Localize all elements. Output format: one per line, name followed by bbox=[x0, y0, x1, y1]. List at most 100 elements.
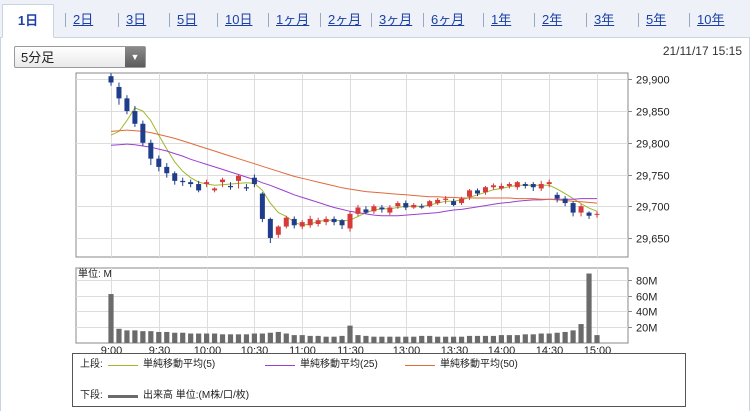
y-tick-label: 29,700 bbox=[636, 202, 670, 214]
legend-ma50-swatch bbox=[405, 365, 435, 366]
volume-bar bbox=[395, 336, 401, 343]
tab-4[interactable]: 5日 bbox=[177, 12, 198, 27]
volume-bar bbox=[530, 334, 536, 343]
candle-body bbox=[355, 207, 361, 214]
x-tick-label: 13:30 bbox=[441, 345, 469, 357]
volume-bar bbox=[570, 330, 576, 343]
volume-bar bbox=[219, 334, 226, 343]
legend-lower-label: 下段: bbox=[80, 390, 103, 401]
tab-3[interactable]: 3日 bbox=[126, 12, 147, 27]
volume-bar bbox=[387, 336, 393, 343]
legend-ma25-swatch bbox=[265, 365, 295, 366]
candle-body bbox=[156, 158, 162, 167]
candle-body bbox=[259, 193, 265, 219]
volume-bar bbox=[331, 336, 337, 343]
x-tick-label: 13:00 bbox=[393, 345, 421, 357]
chevron-down-icon[interactable]: ▼ bbox=[125, 47, 145, 67]
volume-bar bbox=[498, 335, 504, 343]
tab-12[interactable]: 3年 bbox=[594, 12, 615, 27]
candle-body bbox=[411, 204, 417, 208]
tab-separator bbox=[320, 13, 321, 27]
candle-body bbox=[164, 166, 170, 174]
x-tick-label: 11:30 bbox=[337, 345, 364, 357]
volume-bar bbox=[482, 335, 489, 343]
candle-body bbox=[578, 206, 584, 213]
tab-9[interactable]: 6ヶ月 bbox=[431, 12, 465, 27]
tab-14[interactable]: 10年 bbox=[697, 12, 725, 27]
tab-8[interactable]: 3ヶ月 bbox=[379, 12, 413, 27]
candle-body bbox=[586, 212, 592, 216]
tab-separator bbox=[534, 13, 535, 27]
candle-body bbox=[474, 190, 480, 194]
volume-bar bbox=[172, 332, 178, 343]
candle-body bbox=[490, 185, 496, 188]
tab-13[interactable]: 5年 bbox=[646, 12, 667, 27]
candle-body bbox=[530, 184, 536, 188]
x-tick-label: 14:00 bbox=[488, 345, 516, 357]
candle-body bbox=[243, 187, 249, 189]
volume-bar bbox=[259, 333, 265, 343]
interval-select[interactable]: 5分足 ▼ bbox=[14, 46, 146, 68]
volume-bar bbox=[315, 335, 321, 343]
candle-body bbox=[498, 185, 504, 189]
candle-body bbox=[395, 203, 401, 207]
candle-body bbox=[379, 207, 385, 210]
candle-body bbox=[275, 226, 281, 235]
tab-separator bbox=[689, 13, 690, 27]
candle-body bbox=[562, 198, 568, 204]
x-tick-label: 15:00 bbox=[584, 345, 612, 357]
volume-bar bbox=[514, 335, 520, 343]
candle-body bbox=[467, 190, 473, 197]
volume-bar bbox=[227, 334, 234, 343]
legend-lower: 下段: 出来高 単位:(M株/口/枚) bbox=[73, 389, 685, 403]
tab-separator bbox=[217, 13, 218, 27]
candle-body bbox=[363, 209, 369, 213]
y-tick-label: 29,850 bbox=[636, 107, 670, 119]
candle-body bbox=[546, 182, 552, 185]
candle-body bbox=[267, 218, 273, 238]
volume-bar bbox=[538, 333, 544, 343]
candle-body bbox=[172, 173, 178, 181]
candle-body bbox=[180, 180, 186, 183]
tab-separator bbox=[638, 13, 639, 27]
x-tick-label: 11:00 bbox=[289, 345, 316, 357]
candle-body bbox=[212, 188, 218, 191]
candle-body bbox=[514, 182, 520, 188]
candle-body bbox=[435, 199, 441, 204]
tab-7[interactable]: 2ヶ月 bbox=[328, 12, 362, 27]
legend-upper-label: 上段: bbox=[80, 359, 103, 370]
volume-bar bbox=[435, 336, 441, 343]
tab-6[interactable]: 1ヶ月 bbox=[276, 12, 310, 27]
tab-separator bbox=[371, 13, 372, 27]
candle-body bbox=[554, 194, 560, 199]
candle-body bbox=[403, 203, 409, 208]
candle-body bbox=[307, 218, 313, 226]
candle-body bbox=[427, 201, 433, 207]
ma-line bbox=[110, 129, 598, 204]
legend: 上段: 単純移動平均(5) 単純移動平均(25) 単純移動平均(50) 下段: … bbox=[72, 353, 686, 407]
volume-bar bbox=[251, 333, 258, 343]
legend-upper: 上段: 単純移動平均(5) 単純移動平均(25) 単純移動平均(50) bbox=[73, 358, 685, 372]
tab-10[interactable]: 1年 bbox=[491, 12, 512, 27]
tab-separator bbox=[483, 13, 484, 27]
volume-bar bbox=[148, 331, 154, 343]
volume-bar bbox=[403, 336, 409, 343]
candle-body bbox=[315, 220, 321, 225]
volume-bar bbox=[164, 331, 170, 343]
x-tick-label: 9:30 bbox=[149, 345, 170, 357]
tab-2[interactable]: 2日 bbox=[73, 12, 94, 27]
volume-bar bbox=[291, 335, 297, 343]
candle-body bbox=[124, 98, 130, 112]
tab-11[interactable]: 2年 bbox=[542, 12, 563, 27]
candle-body bbox=[339, 220, 345, 226]
candle-body bbox=[132, 111, 138, 124]
volume-bar bbox=[204, 333, 210, 343]
volume-bar bbox=[443, 336, 449, 343]
volume-bar bbox=[156, 331, 162, 343]
x-tick-label: 10:00 bbox=[194, 345, 222, 357]
volume-bar bbox=[554, 332, 560, 343]
ma-line bbox=[110, 143, 597, 217]
tab-1[interactable]: 1日 bbox=[2, 4, 54, 38]
tab-5[interactable]: 10日 bbox=[225, 12, 253, 27]
tab-separator bbox=[586, 13, 587, 27]
